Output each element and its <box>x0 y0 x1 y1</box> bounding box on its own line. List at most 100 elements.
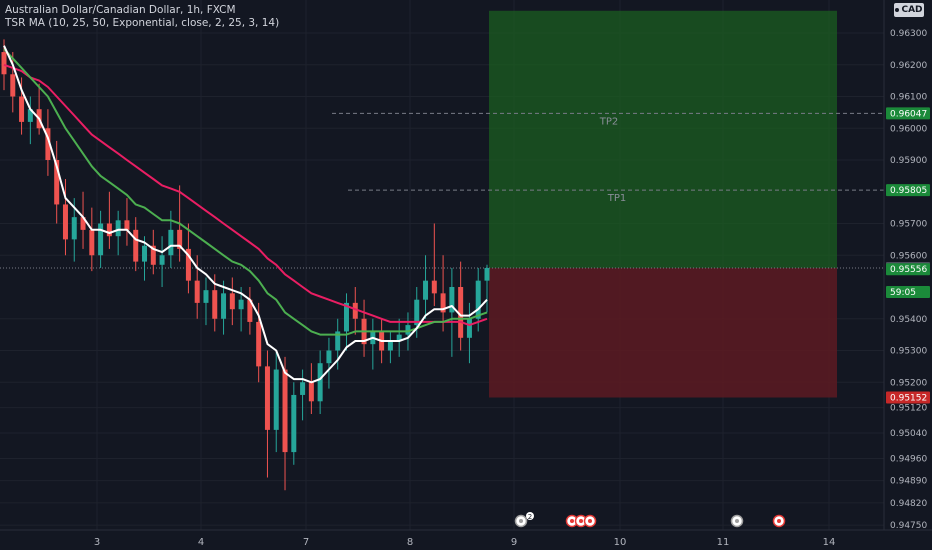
economic-event-icon[interactable] <box>514 514 528 528</box>
candlestick <box>89 207 95 272</box>
candlestick <box>352 287 358 335</box>
economic-event-icon[interactable] <box>574 514 588 528</box>
time-tick-label: 9 <box>511 537 517 548</box>
economic-event-icon[interactable] <box>583 514 597 528</box>
price-tick-label: 0.95600 <box>890 251 927 261</box>
ma-mid-line <box>3 48 488 336</box>
tp2-label: TP2 <box>599 116 619 127</box>
candle-body <box>71 217 77 240</box>
take-profit-zone[interactable] <box>489 10 837 268</box>
symbol-title[interactable]: Australian Dollar/Canadian Dollar, 1h, F… <box>5 4 236 16</box>
candle-body <box>229 293 235 310</box>
candlestick <box>458 261 464 351</box>
candle-body <box>475 280 481 319</box>
candlestick <box>326 337 332 389</box>
candle-body <box>335 331 341 351</box>
time-tick-label: 3 <box>94 537 100 548</box>
indicator-legend[interactable]: TSR MA (10, 25, 50, Exponential, close, … <box>5 17 280 29</box>
candle-body <box>133 229 139 262</box>
candle-body <box>458 287 464 338</box>
candlestick <box>150 229 156 275</box>
chart-legend: Australian Dollar/Canadian Dollar, 1h, F… <box>5 4 279 30</box>
candle-body <box>273 369 279 430</box>
candle-body <box>387 340 393 351</box>
price-label-text: 0.95556 <box>890 265 927 275</box>
candlestick <box>387 331 393 364</box>
price-label-badge <box>886 286 930 298</box>
candle-body <box>282 369 288 453</box>
candle-body <box>45 128 51 160</box>
candle-body <box>264 366 270 430</box>
candlestick <box>194 255 200 319</box>
price-label-badge <box>886 391 930 404</box>
candle-body <box>308 382 314 402</box>
position-zones[interactable]: TP2 TP1 <box>0 10 884 398</box>
event-dot <box>579 519 583 523</box>
price-tick-label: 0.96200 <box>890 61 927 71</box>
event-markers[interactable]: 2 <box>514 512 786 528</box>
candle-body <box>19 96 25 122</box>
candle-body <box>106 223 112 237</box>
candlestick <box>203 277 209 326</box>
currency-label: CAD <box>901 5 923 15</box>
candle-body <box>256 321 262 367</box>
candle-body <box>142 245 148 262</box>
candle-body <box>343 302 349 332</box>
candlestick <box>62 179 68 256</box>
candlestick <box>449 267 455 357</box>
price-label-text: 0.96047 <box>890 109 927 119</box>
candle-body <box>396 334 402 341</box>
candle-body <box>317 363 323 402</box>
candle-body <box>247 299 253 322</box>
price-tick-label: 0.96000 <box>890 124 927 134</box>
candle-body <box>212 290 218 319</box>
price-label-text: 0.95152 <box>890 393 927 403</box>
candlestick <box>106 191 112 249</box>
candlestick <box>291 382 297 465</box>
candle-body <box>484 267 490 281</box>
economic-event-icon[interactable] <box>772 514 786 528</box>
candlestick <box>396 318 402 357</box>
candle-body <box>89 229 95 256</box>
candle-body <box>300 382 306 395</box>
price-tick-label: 0.95400 <box>890 315 927 325</box>
candlestick <box>484 264 490 313</box>
currency-dot-icon <box>895 7 900 12</box>
stop-loss-zone[interactable] <box>489 267 837 398</box>
candle-body <box>221 293 227 319</box>
candlestick <box>466 302 472 364</box>
candlestick <box>343 293 349 351</box>
price-label-badge <box>886 107 930 120</box>
currency-badge[interactable]: CAD <box>894 3 924 17</box>
candlestick <box>159 236 165 287</box>
price-tick-label: 0.94820 <box>890 499 927 509</box>
price-tick-label: 0.95300 <box>890 347 927 357</box>
candlestick <box>308 363 314 414</box>
price-tick-label: 0.94960 <box>890 454 927 464</box>
tp1-label: TP1 <box>607 193 627 204</box>
candlestick <box>282 356 288 491</box>
candlestick <box>133 217 139 272</box>
ma-slow-line <box>3 63 488 327</box>
economic-event-icon[interactable] <box>730 514 744 528</box>
event-dot <box>519 519 523 523</box>
candlestick <box>10 52 16 113</box>
candle-body <box>440 293 446 313</box>
candlestick <box>264 350 270 478</box>
event-count-label: 2 <box>528 513 532 521</box>
candle-body <box>466 318 472 338</box>
candle-body <box>159 255 165 265</box>
price-label-text: 59:05 <box>890 288 916 298</box>
time-tick-label: 10 <box>614 537 627 548</box>
candle-body <box>238 299 244 310</box>
candle-body <box>80 217 86 230</box>
event-dot <box>735 519 739 523</box>
time-tick-label: 8 <box>407 537 413 548</box>
candle-body <box>414 299 420 326</box>
candles <box>1 39 490 491</box>
candlestick <box>273 350 279 453</box>
price-tick-label: 0.96300 <box>890 29 927 39</box>
candle-body <box>352 302 358 319</box>
